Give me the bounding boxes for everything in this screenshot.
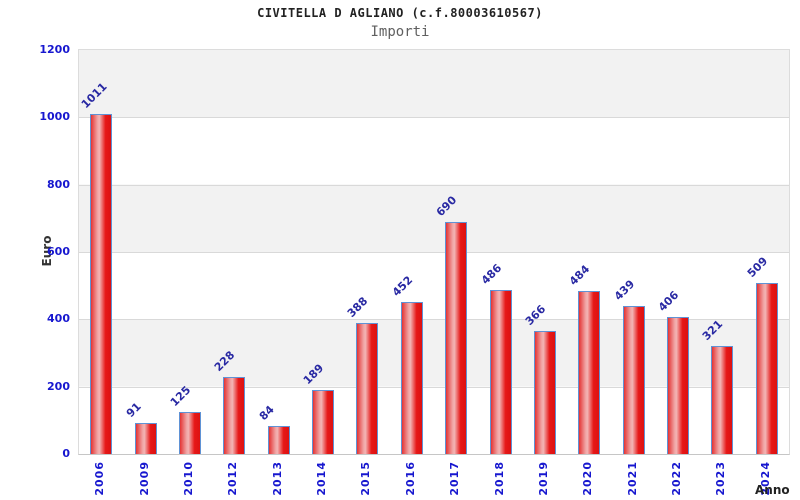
grid-line xyxy=(79,319,789,321)
x-tick-label: 2020 xyxy=(581,461,595,496)
bar xyxy=(667,317,690,454)
x-tick-label: 2010 xyxy=(181,461,195,496)
bar xyxy=(489,290,512,454)
bar xyxy=(622,306,645,454)
bar xyxy=(312,390,335,454)
bar-value-label: 452 xyxy=(389,273,416,299)
x-tick-label: 2022 xyxy=(670,461,684,496)
bar-value-label: 406 xyxy=(655,288,682,314)
bar-value-label: 388 xyxy=(345,294,371,320)
bar xyxy=(267,426,290,454)
x-tick-label: 2016 xyxy=(403,461,417,496)
x-tick-label: 2021 xyxy=(625,461,639,496)
bar-value-label: 189 xyxy=(300,361,327,387)
y-tick-label: 1200 xyxy=(39,43,70,56)
y-tick-label: 800 xyxy=(47,177,70,191)
bar-value-label: 321 xyxy=(700,317,726,343)
y-tick-label: 600 xyxy=(47,245,70,258)
x-tick-label: 2013 xyxy=(270,461,284,496)
x-tick-label: 2023 xyxy=(714,461,728,496)
plot-area: 1011 91 125 228 84 189 388 452 690 486 366 484 439 40… xyxy=(78,49,790,455)
bar-value-label: 125 xyxy=(167,383,194,409)
bar-value-label: 486 xyxy=(478,261,504,287)
bar-value-label: 439 xyxy=(611,277,637,303)
x-axis-title: Anno xyxy=(755,483,790,497)
y-tick-label: 0 xyxy=(62,447,70,460)
grid-line xyxy=(79,184,789,186)
bar-value-label: 484 xyxy=(567,262,593,288)
x-tick-label: 2014 xyxy=(315,461,329,496)
x-tick-label: 2018 xyxy=(492,461,506,496)
y-tick-label: 400 xyxy=(47,312,70,326)
bar xyxy=(400,302,423,454)
bar xyxy=(90,114,113,454)
bar xyxy=(178,412,201,454)
bar xyxy=(533,331,556,454)
grid-line xyxy=(79,386,789,388)
bar-value-label: 509 xyxy=(744,254,771,280)
x-tick-label: 2009 xyxy=(137,461,151,496)
bar xyxy=(711,346,734,454)
grid-line xyxy=(79,117,789,119)
bar-value-label: 91 xyxy=(123,399,144,420)
grid-line xyxy=(79,252,789,253)
bar xyxy=(134,423,157,454)
bar xyxy=(578,291,601,454)
x-tick-label: 2017 xyxy=(448,461,462,496)
y-tick-label: 1000 xyxy=(39,110,70,124)
x-tick-label: 2006 xyxy=(93,461,107,496)
x-tick-label: 2019 xyxy=(536,461,550,496)
bar xyxy=(223,377,246,454)
bar xyxy=(755,283,778,454)
x-tick-label: 2015 xyxy=(359,461,373,496)
y-tick-label: 200 xyxy=(47,379,70,393)
bar-value-label: 1011 xyxy=(78,80,110,111)
bar-value-label: 84 xyxy=(256,402,277,423)
chart-subtitle: Importi xyxy=(370,24,430,40)
chart-title: CIVITELLA D AGLIANO (c.f.80003610567) xyxy=(257,6,543,20)
x-tick-label: 2012 xyxy=(226,461,240,496)
bar-value-label: 690 xyxy=(433,193,460,219)
bar-value-label: 366 xyxy=(522,302,549,328)
bar xyxy=(356,323,379,454)
bar-value-label: 228 xyxy=(212,348,238,374)
bar xyxy=(445,222,468,454)
